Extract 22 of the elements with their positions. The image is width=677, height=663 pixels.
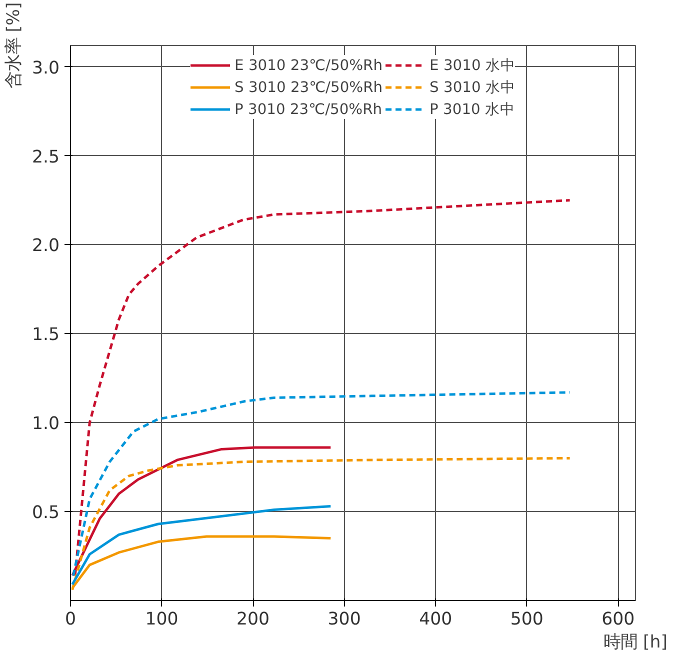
x-tick-label: 600	[602, 610, 635, 630]
y-tick-label: 1.5	[32, 325, 60, 346]
y-tick-label: 1.0	[32, 414, 60, 434]
y-tick-label: 2.5	[32, 147, 60, 168]
x-tick-label: 100	[145, 610, 178, 630]
x-tick-label: 500	[510, 610, 544, 630]
x-tick-label: 200	[236, 610, 270, 630]
legend-label: E 3010 23℃/50%Rh	[234, 56, 383, 74]
legend-label: P 3010 水中	[430, 100, 516, 118]
x-axis-title: 時間 [h]	[603, 632, 668, 652]
y-axis-title: 含水率 [%]	[4, 2, 24, 89]
x-tick-label: 0	[64, 610, 76, 630]
x-tick-label: 300	[328, 610, 361, 630]
legend-label: S 3010 23℃/50%Rh	[234, 78, 383, 96]
legend-label: E 3010 水中	[430, 56, 516, 74]
y-tick-label: 2.0	[32, 236, 60, 256]
y-tick-label: 0.5	[32, 503, 60, 524]
x-tick-label: 400	[419, 610, 452, 630]
line-series	[74, 199, 572, 577]
y-tick-label: 3.0	[32, 58, 60, 78]
legend-label: S 3010 水中	[430, 78, 516, 96]
legend-label: P 3010 23℃/50%Rh	[234, 100, 382, 118]
